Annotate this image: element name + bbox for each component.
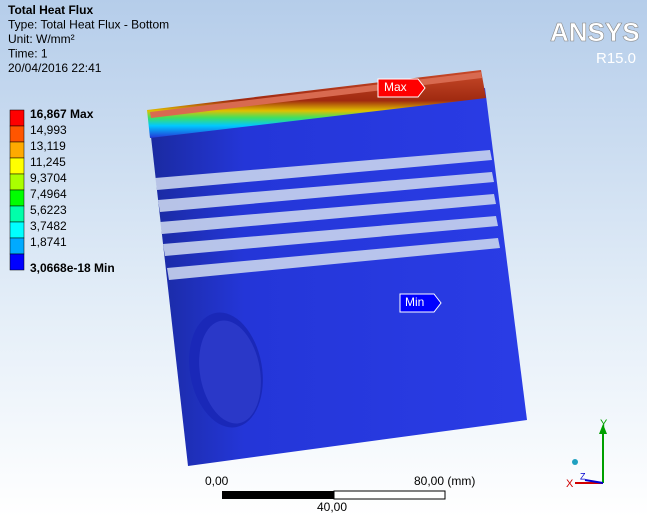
axis-z: Z <box>580 471 586 481</box>
piston <box>147 70 527 466</box>
legend-swatch <box>10 238 24 254</box>
scale-middle: 40,00 <box>317 500 347 514</box>
axis-x: X <box>566 478 574 490</box>
legend-swatch <box>10 174 24 190</box>
legend-swatch <box>10 206 24 222</box>
legend-label: 7,4964 <box>30 187 67 201</box>
legend-swatch <box>10 190 24 206</box>
legend-swatch <box>10 158 24 174</box>
version: R15.0 <box>596 50 636 67</box>
scale-start: 0,00 <box>205 474 229 488</box>
legend-label: 14,993 <box>30 123 67 137</box>
legend-swatch <box>10 110 24 126</box>
min-probe: Min <box>400 294 441 312</box>
logo: ANSYS <box>550 17 640 47</box>
legend-label: 16,867 Max <box>30 107 94 121</box>
header-title: Total Heat Flux <box>8 3 93 17</box>
triad: Y X Z <box>566 418 608 490</box>
legend-label: 5,6223 <box>30 203 67 217</box>
legend-label: 3,7482 <box>30 219 67 233</box>
legend-label: 11,245 <box>30 155 66 169</box>
header-line: 20/04/2016 22:41 <box>8 61 102 75</box>
header-line: Type: Total Heat Flux - Bottom <box>8 18 169 32</box>
axis-y: Y <box>600 418 608 430</box>
legend-swatch <box>10 126 24 142</box>
max-label: Max <box>384 80 407 94</box>
legend-label: 13,119 <box>30 139 66 153</box>
viewport: Total Heat FluxType: Total Heat Flux - B… <box>0 0 647 517</box>
min-label: Min <box>405 295 424 309</box>
header-line: Unit: W/mm² <box>8 32 75 46</box>
header-line: Time: 1 <box>8 47 48 61</box>
scene: Total Heat FluxType: Total Heat Flux - B… <box>0 0 647 517</box>
scale-bar: 0,00 80,00 (mm) 40,00 <box>205 474 475 514</box>
legend-swatch <box>10 254 24 270</box>
scale-end: 80,00 (mm) <box>414 474 475 488</box>
legend-swatch <box>10 222 24 238</box>
legend-label: 9,3704 <box>30 171 67 185</box>
legend-label: 1,8741 <box>30 235 67 249</box>
legend-swatch <box>10 142 24 158</box>
legend: 16,867 Max 14,993 13,119 11,245 9,3704 7,4964… <box>10 107 115 275</box>
legend-label: 3,0668e-18 Min <box>30 261 115 275</box>
max-probe: Max <box>378 79 425 97</box>
